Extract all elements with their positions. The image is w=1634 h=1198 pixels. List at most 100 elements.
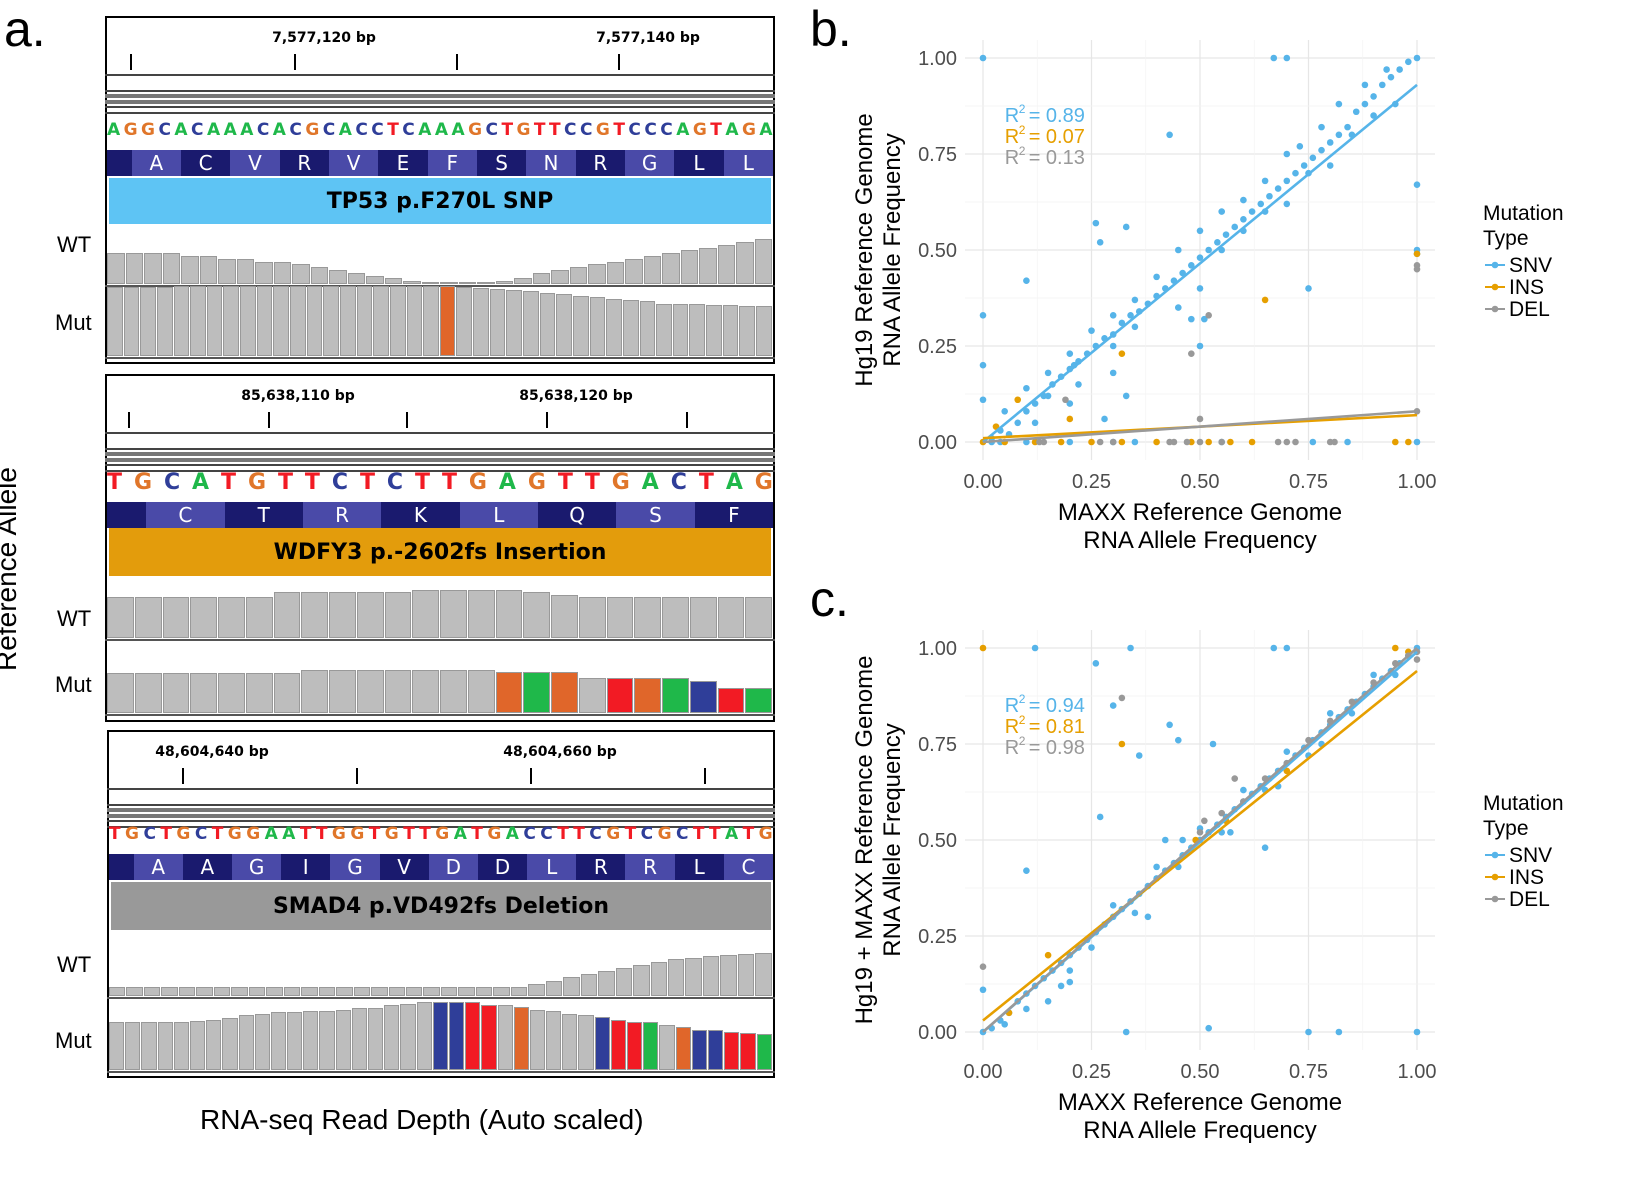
data-point-snv [1240,786,1247,794]
legend-title: Type [1483,817,1529,840]
coverage-bar [656,304,672,356]
data-point-snv [1413,1028,1421,1036]
base-letter: A [282,824,296,844]
data-point-snv [1109,901,1117,909]
data-point-del [1274,438,1282,446]
data-point-snv [1031,419,1039,427]
base-letter: A [240,120,254,140]
data-point-ins [1057,438,1065,446]
data-point-snv [1326,162,1334,169]
coverage-bar [405,986,423,996]
wt-label: WT [57,952,92,977]
mut-label: Mut [55,1028,92,1053]
coverage-bar [689,304,706,356]
y-tick-label: 0.25 [918,926,957,948]
coverage-bar [745,597,772,638]
coverage-bar [477,282,495,284]
fit-line-ins [982,670,1418,1022]
ruler-tick [530,768,532,784]
panel-b-letter: b. [810,1,852,57]
base-letter: T [557,470,573,495]
coverage-bar [190,673,217,713]
coverage-bar [310,267,328,284]
coverage-bar [287,1012,303,1070]
base-letter: G [331,824,346,844]
coverage-bar [724,1031,740,1070]
base-letter: G [350,824,365,844]
base-letter: G [487,824,502,844]
coverage-bar [389,286,406,356]
data-point-del [1183,438,1191,446]
coverage-bar [467,590,495,638]
data-point-snv [1309,438,1317,446]
base-letter: G [758,824,773,844]
coverage-bar [627,1022,643,1070]
legend-item-ins: INS [1509,276,1544,299]
data-point-snv [1175,304,1182,311]
mut-coverage [107,658,773,713]
coverage-bar [255,261,273,284]
mutation-feature-label: TP53 p.F270L SNP [109,178,771,224]
base-letter: T [403,824,415,844]
track-separator [105,452,775,456]
data-point-snv [1109,702,1117,709]
coverage-bar [173,1022,189,1070]
data-point-snv [1270,54,1278,62]
amino-acid: L [674,150,724,176]
data-point-snv [1144,913,1152,921]
base-letter: A [725,824,739,844]
coverage-bar [489,288,506,356]
base-letter: T [160,824,172,844]
coverage-bar [240,286,256,356]
coverage-bar [606,677,634,713]
data-point-snv [1131,296,1139,304]
coverage-bar [181,256,199,284]
coverage-bar [606,597,634,638]
x-axis-label: RNA Allele Frequency [1083,1117,1316,1144]
base-letter: T [109,824,121,844]
x-tick-label: 0.00 [964,471,1003,493]
coverage-bar [672,304,689,356]
coverage-bar [523,672,550,713]
coverage-bar [662,253,680,284]
base-letter: T [692,824,705,844]
coverage-bar [301,986,318,996]
mutation-feature-label: WDFY3 p.-2602fs Insertion [109,528,771,576]
r2-superscript: 2 [1019,144,1026,158]
amino-acid: A [182,854,232,880]
legend-item-ins: INS [1509,866,1544,889]
r2-prefix: R [1005,126,1019,148]
data-point-ins [1118,350,1126,357]
fit-line-del [982,647,1418,1033]
ruler-label: 7,577,140 bp [596,30,700,46]
track-separator [107,826,775,828]
coverage-bar [125,1022,141,1070]
coverage-bar [290,286,306,356]
amino-acid: G [330,854,380,880]
base-letter: T [613,120,625,140]
coverage-bar [513,1006,529,1070]
track-separator [107,788,775,790]
wt-coverage [109,934,773,996]
coverage-bar [495,590,523,638]
coverage-bar [615,968,633,996]
coverage-bar [510,986,528,996]
coverage-bar [144,253,162,284]
wt-coverage [107,580,773,638]
ruler-tick [704,768,706,784]
coverage-bar [514,278,532,284]
ruler-tick [130,54,132,70]
coverage-bar [254,1013,270,1070]
base-letter: T [573,824,585,844]
amino-acid [107,502,147,528]
base-letter: C [660,120,673,140]
coverage-bar [506,289,523,356]
amino-acid [109,854,134,880]
y-axis-label: RNA Allele Frequency [879,133,906,366]
coverage-bar [303,1010,319,1070]
base-letter: T [441,470,457,495]
panel-c-letter: c. [810,571,849,627]
legend-key-dot [1491,283,1499,291]
coverage-bar [456,287,473,356]
base-letter: T [315,824,328,844]
